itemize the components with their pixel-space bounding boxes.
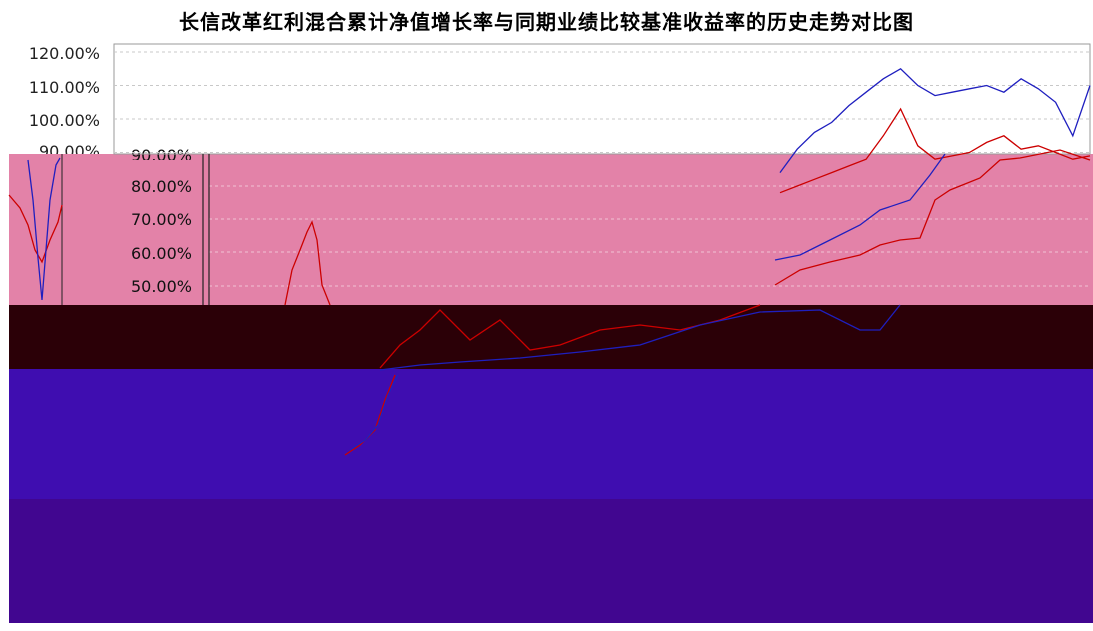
y-tick-label: 50.00%	[130, 277, 192, 296]
pink-band	[9, 154, 1093, 305]
series-fragment	[344, 374, 396, 456]
series-fragment	[284, 220, 331, 306]
y-tick-label: 70.00%	[130, 210, 192, 229]
series-line	[779, 107, 1091, 194]
y-tick-label: 110.00%	[28, 78, 100, 97]
y-tick-label: 90.00%	[38, 142, 100, 154]
gridlines	[114, 51, 1090, 287]
y-tick-label: 60.00%	[130, 244, 192, 263]
dark-band	[9, 305, 1093, 369]
purple-band-lower	[9, 499, 1093, 623]
y-tick-label: 90.00%	[130, 146, 192, 160]
series-fragment	[774, 153, 946, 261]
purple-band-upper	[9, 369, 1093, 499]
y-tick-label: 100.00%	[28, 111, 100, 130]
series-fragment	[27, 157, 61, 301]
series-line	[779, 67, 1091, 173]
plot-frame	[113, 43, 1091, 155]
series-fragment	[774, 149, 1091, 286]
series-fragment	[379, 304, 761, 369]
series-fragment	[379, 304, 901, 371]
series-fragment	[349, 374, 399, 451]
series-layer	[8, 67, 1091, 456]
series-fragment	[8, 194, 63, 264]
y-tick-label: 80.00%	[130, 177, 192, 196]
chart-title: 长信改革红利混合累计净值增长率与同期业绩比较基准收益率的历史走势对比图	[179, 10, 914, 34]
y-tick-label: 120.00%	[28, 44, 100, 63]
